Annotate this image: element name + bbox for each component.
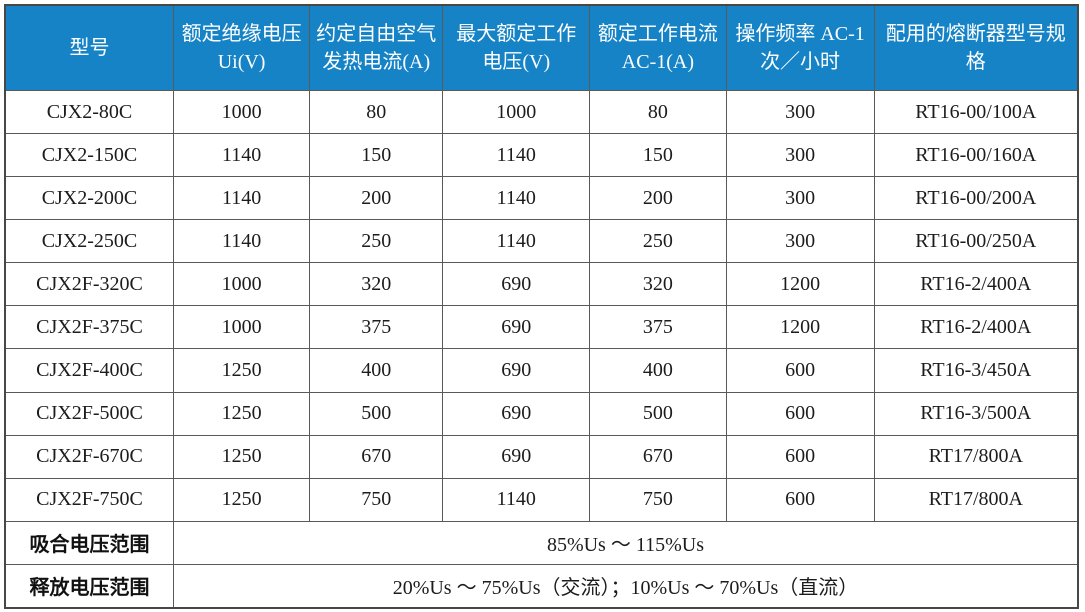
table-cell: 250 (589, 219, 727, 264)
table-cell: 1250 (172, 434, 311, 479)
table-cell: RT17/800A (873, 477, 1079, 522)
table-cell: 1200 (725, 305, 875, 350)
table-row: CJX2F-375C 1000 375 690 375 1200 RT16-2/400A (4, 305, 1079, 350)
table-row: CJX2F-670C 1250 670 690 670 600 RT17/800A (4, 434, 1079, 479)
table-cell: 690 (442, 305, 591, 350)
table-cell: 690 (442, 262, 591, 307)
pickup-voltage-range-value: 85%Us ～ 115%Us (172, 520, 1079, 565)
table-cell: 1140 (442, 133, 591, 178)
table-cell: RT17/800A (873, 434, 1079, 479)
table-cell: 400 (309, 348, 444, 393)
col-header-model: 型号 (4, 4, 174, 91)
table-cell: 1140 (442, 219, 591, 264)
table-cell: 1140 (172, 219, 311, 264)
col-header-operating-frequency: 操作频率 AC-1 次／小时 (725, 4, 875, 91)
header-row: 型号 额定绝缘电压 Ui(V) 约定自由空气发热电流(A) 最大额定工作电压(V… (4, 4, 1079, 91)
table-cell: 600 (725, 477, 875, 522)
col-header-fuse-spec: 配用的熔断器型号规格 (873, 4, 1079, 91)
table-cell: 300 (725, 133, 875, 178)
table-cell: RT16-2/400A (873, 262, 1079, 307)
table-cell: CJX2F-500C (4, 391, 174, 436)
table-cell: CJX2-200C (4, 176, 174, 221)
table-cell: CJX2F-670C (4, 434, 174, 479)
table-cell: 300 (725, 89, 875, 135)
table-cell: 1250 (172, 348, 311, 393)
table-cell: 600 (725, 434, 875, 479)
table-cell: 1250 (172, 391, 311, 436)
table-cell: 250 (309, 219, 444, 264)
col-header-thermal-current: 约定自由空气发热电流(A) (309, 4, 444, 91)
table-cell: 200 (309, 176, 444, 221)
table-row: CJX2F-320C 1000 320 690 320 1200 RT16-2/400A (4, 262, 1079, 307)
table-cell: 750 (589, 477, 727, 522)
table-cell: 1140 (442, 176, 591, 221)
table-cell: 690 (442, 434, 591, 479)
table-row: CJX2F-750C 1250 750 1140 750 600 RT17/800A (4, 477, 1079, 522)
table-cell: 500 (589, 391, 727, 436)
col-header-rated-working-current: 额定工作电流 AC-1(A) (589, 4, 727, 91)
table-cell: RT16-00/250A (873, 219, 1079, 264)
table-cell: CJX2F-375C (4, 305, 174, 350)
table-cell: 320 (309, 262, 444, 307)
table-cell: 300 (725, 219, 875, 264)
table-cell: 600 (725, 391, 875, 436)
table-cell: 320 (589, 262, 727, 307)
table-cell: CJX2F-320C (4, 262, 174, 307)
table-cell: 150 (589, 133, 727, 178)
table-cell: 80 (589, 89, 727, 135)
pickup-voltage-range-row: 吸合电压范围 85%Us ～ 115%Us (4, 520, 1079, 565)
col-header-max-working-voltage: 最大额定工作电压(V) (442, 4, 591, 91)
contactor-spec-table: 型号 额定绝缘电压 Ui(V) 约定自由空气发热电流(A) 最大额定工作电压(V… (4, 4, 1079, 609)
table-cell: 1000 (442, 89, 591, 135)
table-cell: CJX2-80C (4, 89, 174, 135)
table-cell: 375 (589, 305, 727, 350)
table-cell: CJX2F-400C (4, 348, 174, 393)
table-row: CJX2-80C 1000 80 1000 80 300 RT16-00/100A (4, 89, 1079, 135)
release-voltage-range-label: 释放电压范围 (4, 563, 174, 609)
release-voltage-range-row: 释放电压范围 20%Us ～ 75%Us（交流）；10%Us ～ 70%Us（直… (4, 563, 1079, 609)
table-cell: 1000 (172, 305, 311, 350)
table-cell: 1140 (172, 176, 311, 221)
table-row: CJX2-150C 1140 150 1140 150 300 RT16-00/160A (4, 133, 1079, 178)
table-cell: RT16-3/500A (873, 391, 1079, 436)
table-cell: 400 (589, 348, 727, 393)
table-cell: 1000 (172, 89, 311, 135)
table-cell: 1200 (725, 262, 875, 307)
table-cell: 375 (309, 305, 444, 350)
table-cell: RT16-00/200A (873, 176, 1079, 221)
table-cell: 1140 (172, 133, 311, 178)
table-row: CJX2F-500C 1250 500 690 500 600 RT16-3/500A (4, 391, 1079, 436)
table-cell: CJX2-150C (4, 133, 174, 178)
table-row: CJX2-250C 1140 250 1140 250 300 RT16-00/250A (4, 219, 1079, 264)
table-cell: 1250 (172, 477, 311, 522)
table-row: CJX2F-400C 1250 400 690 400 600 RT16-3/450A (4, 348, 1079, 393)
table-cell: 690 (442, 348, 591, 393)
table-cell: 200 (589, 176, 727, 221)
table-cell: 500 (309, 391, 444, 436)
table-cell: 1000 (172, 262, 311, 307)
table-cell: RT16-00/100A (873, 89, 1079, 135)
col-header-rated-insulation-voltage: 额定绝缘电压 Ui(V) (172, 4, 311, 91)
table-cell: 690 (442, 391, 591, 436)
pickup-voltage-range-label: 吸合电压范围 (4, 520, 174, 565)
table-cell: 600 (725, 348, 875, 393)
table-cell: 1140 (442, 477, 591, 522)
table-cell: 750 (309, 477, 444, 522)
table-cell: 80 (309, 89, 444, 135)
table-row: CJX2-200C 1140 200 1140 200 300 RT16-00/200A (4, 176, 1079, 221)
table-cell: RT16-2/400A (873, 305, 1079, 350)
table-cell: CJX2-250C (4, 219, 174, 264)
table-cell: CJX2F-750C (4, 477, 174, 522)
table-cell: 300 (725, 176, 875, 221)
table-cell: 670 (309, 434, 444, 479)
table-cell: 670 (589, 434, 727, 479)
table-cell: RT16-00/160A (873, 133, 1079, 178)
table-cell: 150 (309, 133, 444, 178)
release-voltage-range-value: 20%Us ～ 75%Us（交流）；10%Us ～ 70%Us（直流） (172, 563, 1079, 609)
table-cell: RT16-3/450A (873, 348, 1079, 393)
